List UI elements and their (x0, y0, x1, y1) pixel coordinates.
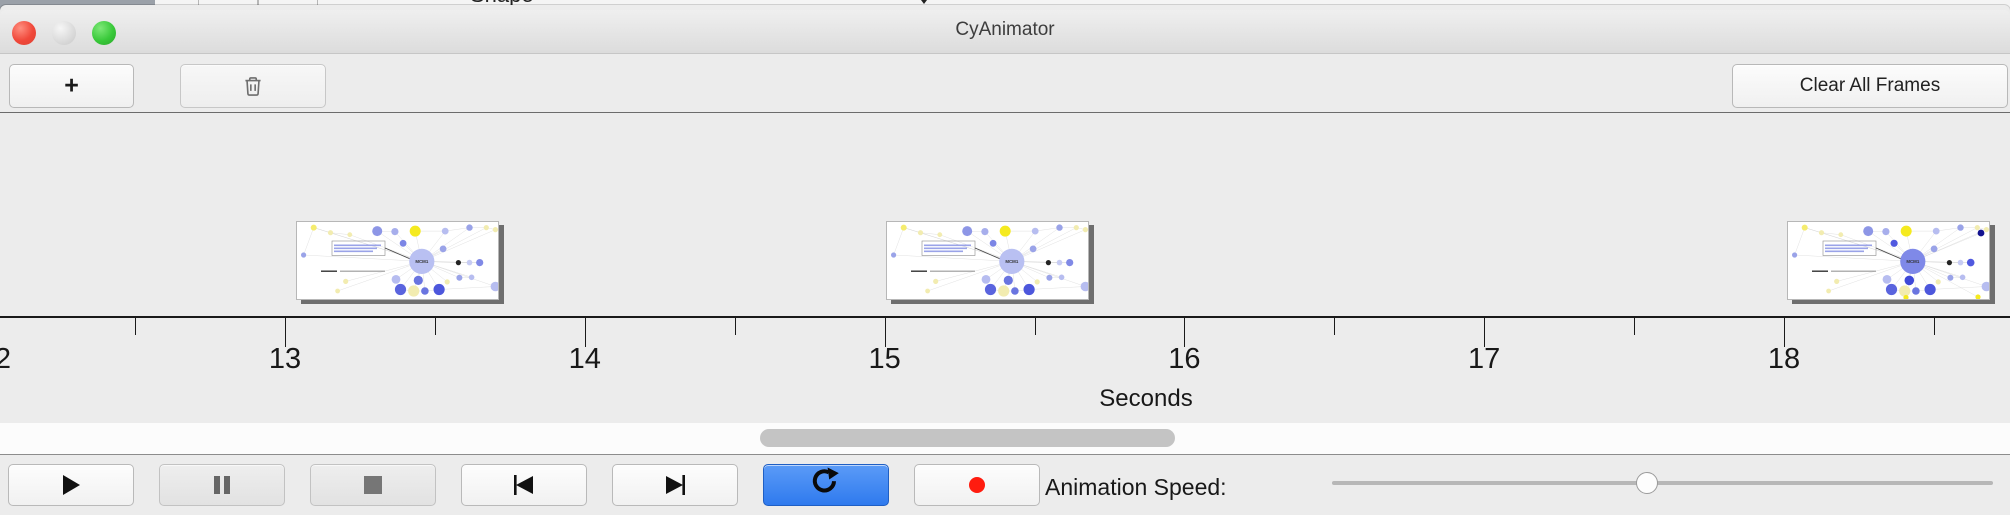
svg-text:MCM1: MCM1 (1906, 259, 1919, 264)
svg-text:MCM1: MCM1 (1005, 259, 1018, 264)
svg-text:MCM1: MCM1 (415, 259, 428, 264)
